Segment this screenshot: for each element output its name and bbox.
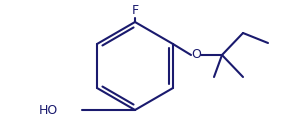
Text: O: O <box>191 48 201 62</box>
Text: HO: HO <box>38 103 58 117</box>
Text: F: F <box>131 4 139 16</box>
